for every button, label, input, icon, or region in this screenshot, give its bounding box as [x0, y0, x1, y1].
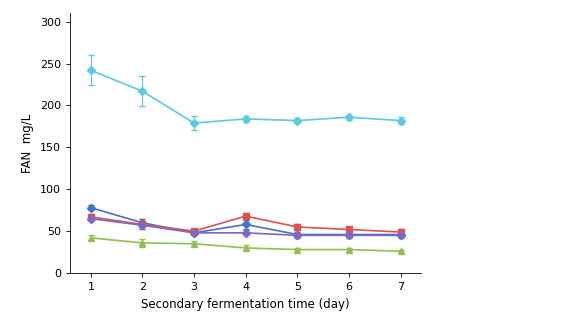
Y-axis label: FAN  mg/L: FAN mg/L: [22, 114, 35, 173]
X-axis label: Secondary fermentation time (day): Secondary fermentation time (day): [142, 298, 350, 311]
